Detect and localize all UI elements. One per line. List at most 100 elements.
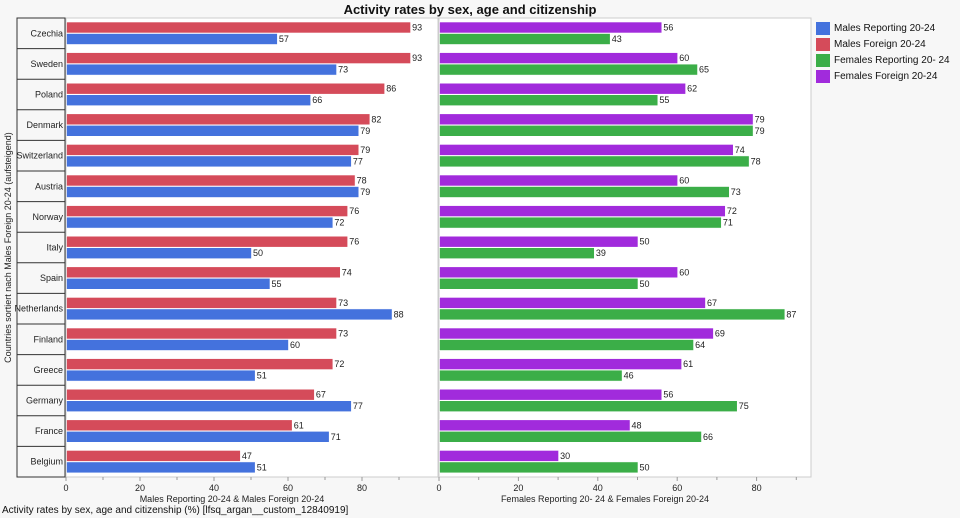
data-label: 39 [596, 248, 606, 258]
bar [440, 297, 706, 308]
legend-item[interactable]: Males Foreign 20-24 [816, 36, 950, 52]
bar [440, 389, 662, 400]
bar [67, 236, 348, 247]
bar [440, 359, 682, 370]
bar [440, 206, 726, 217]
bar [67, 175, 356, 186]
category-label: Norway [32, 212, 63, 222]
bar [67, 144, 359, 155]
footer-caption: Activity rates by sex, age and citizensh… [2, 505, 348, 516]
data-label: 66 [312, 95, 322, 105]
data-label: 79 [360, 126, 370, 136]
data-label: 50 [253, 248, 263, 258]
legend-item[interactable]: Males Reporting 20-24 [816, 20, 950, 36]
bar [67, 278, 271, 289]
data-label: 50 [640, 462, 650, 472]
x-tick-label: 40 [209, 483, 219, 493]
data-label: 76 [349, 206, 359, 216]
data-label: 56 [663, 390, 673, 400]
data-label: 71 [331, 432, 341, 442]
bar [440, 144, 734, 155]
data-label: 76 [349, 237, 359, 247]
bar [67, 340, 289, 351]
data-label: 73 [338, 329, 348, 339]
x-tick-label: 60 [283, 483, 293, 493]
legend-label: Females Foreign 20-24 [834, 71, 937, 82]
data-label: 50 [640, 279, 650, 289]
bar [67, 359, 333, 370]
legend: Males Reporting 20-24 Males Foreign 20-2… [816, 20, 950, 84]
legend-swatch [816, 22, 830, 35]
data-label: 72 [334, 359, 344, 369]
data-label: 79 [360, 187, 370, 197]
data-label: 73 [338, 298, 348, 308]
data-label: 72 [727, 206, 737, 216]
data-label: 57 [279, 34, 289, 44]
data-label: 67 [707, 298, 717, 308]
data-label: 72 [334, 218, 344, 228]
legend-item[interactable]: Females Foreign 20-24 [816, 68, 950, 84]
x-tick-label: 0 [436, 483, 441, 493]
data-label: 79 [755, 126, 765, 136]
bar [67, 309, 393, 320]
bar [67, 450, 241, 461]
x-tick-label: 80 [357, 483, 367, 493]
data-label: 65 [699, 65, 709, 75]
category-label: Germany [26, 396, 64, 406]
data-label: 78 [751, 156, 761, 166]
legend-swatch [816, 38, 830, 51]
bar [440, 462, 639, 473]
bar [440, 217, 722, 228]
category-label: Denmark [26, 120, 63, 130]
bar [67, 34, 278, 45]
data-label: 48 [632, 420, 642, 430]
data-label: 86 [386, 84, 396, 94]
x-tick-label: 0 [63, 483, 68, 493]
bar [440, 278, 639, 289]
data-label: 88 [394, 309, 404, 319]
bar [440, 340, 694, 351]
category-label: Sweden [30, 59, 63, 69]
bar [440, 187, 730, 198]
bar [67, 462, 256, 473]
category-label: France [35, 426, 63, 436]
bar [440, 114, 754, 125]
data-label: 79 [755, 114, 765, 124]
data-label: 46 [624, 371, 634, 381]
bar [440, 83, 686, 94]
legend-item[interactable]: Females Reporting 20- 24 [816, 52, 950, 68]
data-label: 93 [412, 23, 422, 33]
bar [440, 95, 658, 106]
data-label: 77 [353, 401, 363, 411]
data-label: 82 [371, 114, 381, 124]
bar [67, 431, 330, 442]
bar [67, 114, 370, 125]
bar [440, 431, 702, 442]
bar [67, 125, 359, 136]
category-label: Spain [40, 273, 63, 283]
data-label: 55 [272, 279, 282, 289]
x-tick-label: 20 [513, 483, 523, 493]
bar [67, 83, 385, 94]
data-label: 60 [290, 340, 300, 350]
bar [67, 53, 411, 64]
data-label: 71 [723, 218, 733, 228]
data-label: 77 [353, 156, 363, 166]
bar [440, 34, 611, 45]
bar [67, 420, 293, 431]
bar [67, 328, 337, 339]
data-label: 60 [679, 267, 689, 277]
data-label: 61 [294, 420, 304, 430]
data-label: 78 [357, 176, 367, 186]
bar [67, 187, 359, 198]
data-label: 60 [679, 176, 689, 186]
bar [67, 267, 341, 278]
bar [67, 64, 337, 75]
data-label: 60 [679, 53, 689, 63]
category-label: Austria [35, 181, 63, 191]
x-tick-label: 40 [593, 483, 603, 493]
bar [67, 248, 252, 259]
data-label: 30 [560, 451, 570, 461]
data-label: 55 [659, 95, 669, 105]
bar [440, 125, 754, 136]
